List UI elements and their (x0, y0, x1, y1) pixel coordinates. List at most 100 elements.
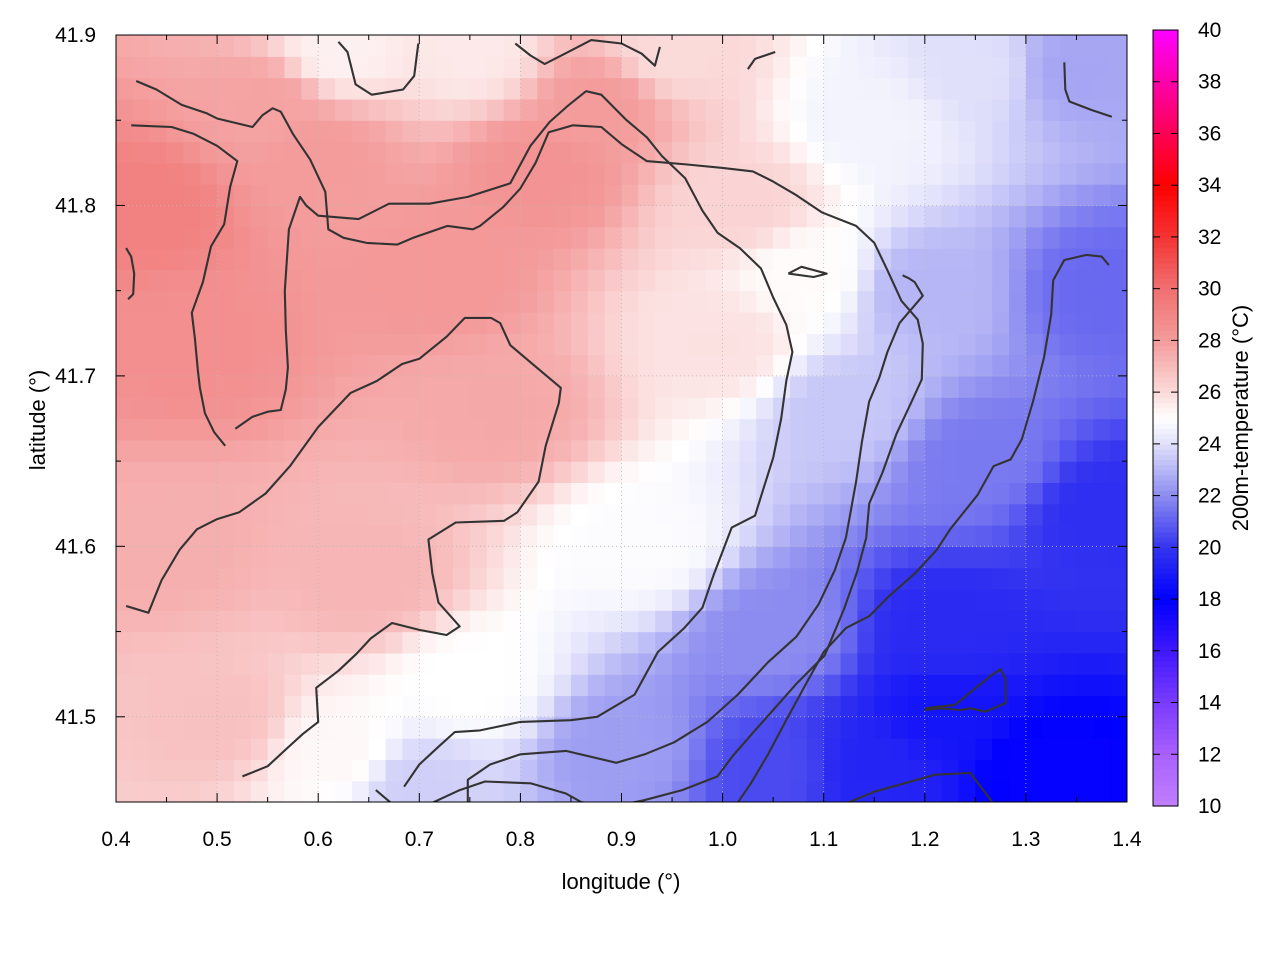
heatmap-cell (840, 631, 858, 654)
heatmap-cell (368, 120, 387, 143)
heatmap-cell (132, 546, 151, 569)
heatmap-cell (941, 482, 960, 505)
x-tick-label: 1.0 (708, 828, 737, 851)
heatmap-cell (183, 290, 201, 313)
heatmap-cell (857, 269, 875, 292)
heatmap-cell (975, 162, 993, 185)
heatmap-cell (924, 184, 943, 207)
heatmap-cell (975, 205, 993, 228)
heatmap-cell (621, 56, 639, 79)
heatmap-cell (436, 35, 454, 57)
heatmap-cell (301, 546, 319, 569)
heatmap-cell (857, 248, 875, 270)
heatmap-cell (806, 77, 825, 100)
heatmap-cell (756, 248, 774, 270)
heatmap-cell (1059, 184, 1078, 207)
heatmap-cell (284, 716, 302, 739)
heatmap-cell (503, 269, 521, 292)
heatmap-cell (1059, 269, 1078, 292)
heatmap-cell (604, 290, 623, 313)
heatmap-cell (453, 482, 471, 505)
heatmap-cell (554, 162, 572, 185)
heatmap-cell (739, 397, 757, 420)
heatmap-cell (941, 461, 960, 484)
heatmap-cell (554, 439, 572, 462)
heatmap-cell (503, 98, 521, 121)
heatmap-cell (385, 674, 404, 697)
heatmap-cell (250, 652, 269, 675)
heatmap-cell (688, 482, 707, 505)
heatmap-cell (992, 631, 1010, 654)
heatmap-cell (924, 610, 943, 633)
heatmap-cell (739, 482, 757, 505)
heatmap-cell (823, 354, 842, 377)
heatmap-cell (1110, 141, 1127, 164)
heatmap-cell (823, 503, 842, 526)
heatmap-cell (638, 610, 656, 633)
heatmap-cell (638, 716, 656, 739)
heatmap-cell (453, 439, 471, 462)
heatmap-cell (520, 716, 538, 739)
heatmap-cell (520, 184, 538, 207)
heatmap-cell (1059, 311, 1078, 334)
heatmap-cell (587, 98, 606, 121)
heatmap-cell (486, 674, 505, 697)
heatmap-cell (217, 120, 235, 143)
heatmap-cell (790, 35, 808, 57)
heatmap-cell (368, 546, 387, 569)
heatmap-cell (907, 503, 926, 526)
heatmap-cell (958, 780, 976, 802)
heatmap-cell (604, 482, 623, 505)
heatmap-cell (132, 610, 151, 633)
heatmap-cell (1110, 588, 1127, 611)
heatmap-cell (436, 98, 454, 121)
heatmap-cell (233, 56, 252, 79)
heatmap-cell (402, 141, 420, 164)
heatmap-cell (756, 397, 774, 420)
colorbar-segment (1153, 112, 1178, 119)
heatmap-cell (891, 120, 909, 143)
heatmap-cell (1009, 780, 1027, 802)
heatmap-cell (604, 716, 623, 739)
heatmap-cell (621, 716, 639, 739)
heatmap-cell (503, 290, 521, 313)
heatmap-cell (537, 759, 555, 782)
heatmap-cell (790, 652, 808, 675)
heatmap-cell (250, 226, 269, 249)
heatmap-cell (183, 141, 201, 164)
heatmap-cell (722, 184, 741, 207)
heatmap-cell (1025, 35, 1044, 57)
heatmap-cell (756, 375, 774, 398)
heatmap-cell (891, 354, 909, 377)
heatmap-cell (149, 141, 168, 164)
heatmap-cell (1042, 439, 1061, 462)
colorbar-segment (1153, 780, 1178, 786)
heatmap-cell (132, 525, 151, 547)
heatmap-cell (335, 567, 353, 590)
heatmap-cell (1025, 248, 1044, 270)
heatmap-cell (233, 397, 252, 420)
heatmap-cell (739, 375, 757, 398)
heatmap-cell (874, 780, 892, 802)
heatmap-cell (419, 35, 437, 57)
heatmap-cell (1025, 695, 1044, 718)
heatmap-cell (318, 120, 336, 143)
colorbar-segment (1153, 490, 1178, 497)
colorbar-segment (1153, 262, 1178, 269)
heatmap-cell (857, 631, 875, 654)
heatmap-cell (874, 184, 892, 207)
heatmap-cell (503, 631, 521, 654)
heatmap-cell (790, 56, 808, 79)
heatmap-cell (941, 333, 960, 356)
heatmap-cell (1110, 738, 1127, 760)
heatmap-cell (570, 98, 589, 121)
heatmap-cell (857, 397, 875, 420)
heatmap-cell (520, 738, 538, 760)
heatmap-cell (217, 98, 235, 121)
heatmap-cell (453, 35, 471, 57)
colorbar-segment (1153, 495, 1178, 502)
heatmap-cell (705, 439, 724, 462)
contour-line (234, 90, 794, 788)
heatmap-cell (233, 716, 252, 739)
heatmap-cell (672, 439, 690, 462)
